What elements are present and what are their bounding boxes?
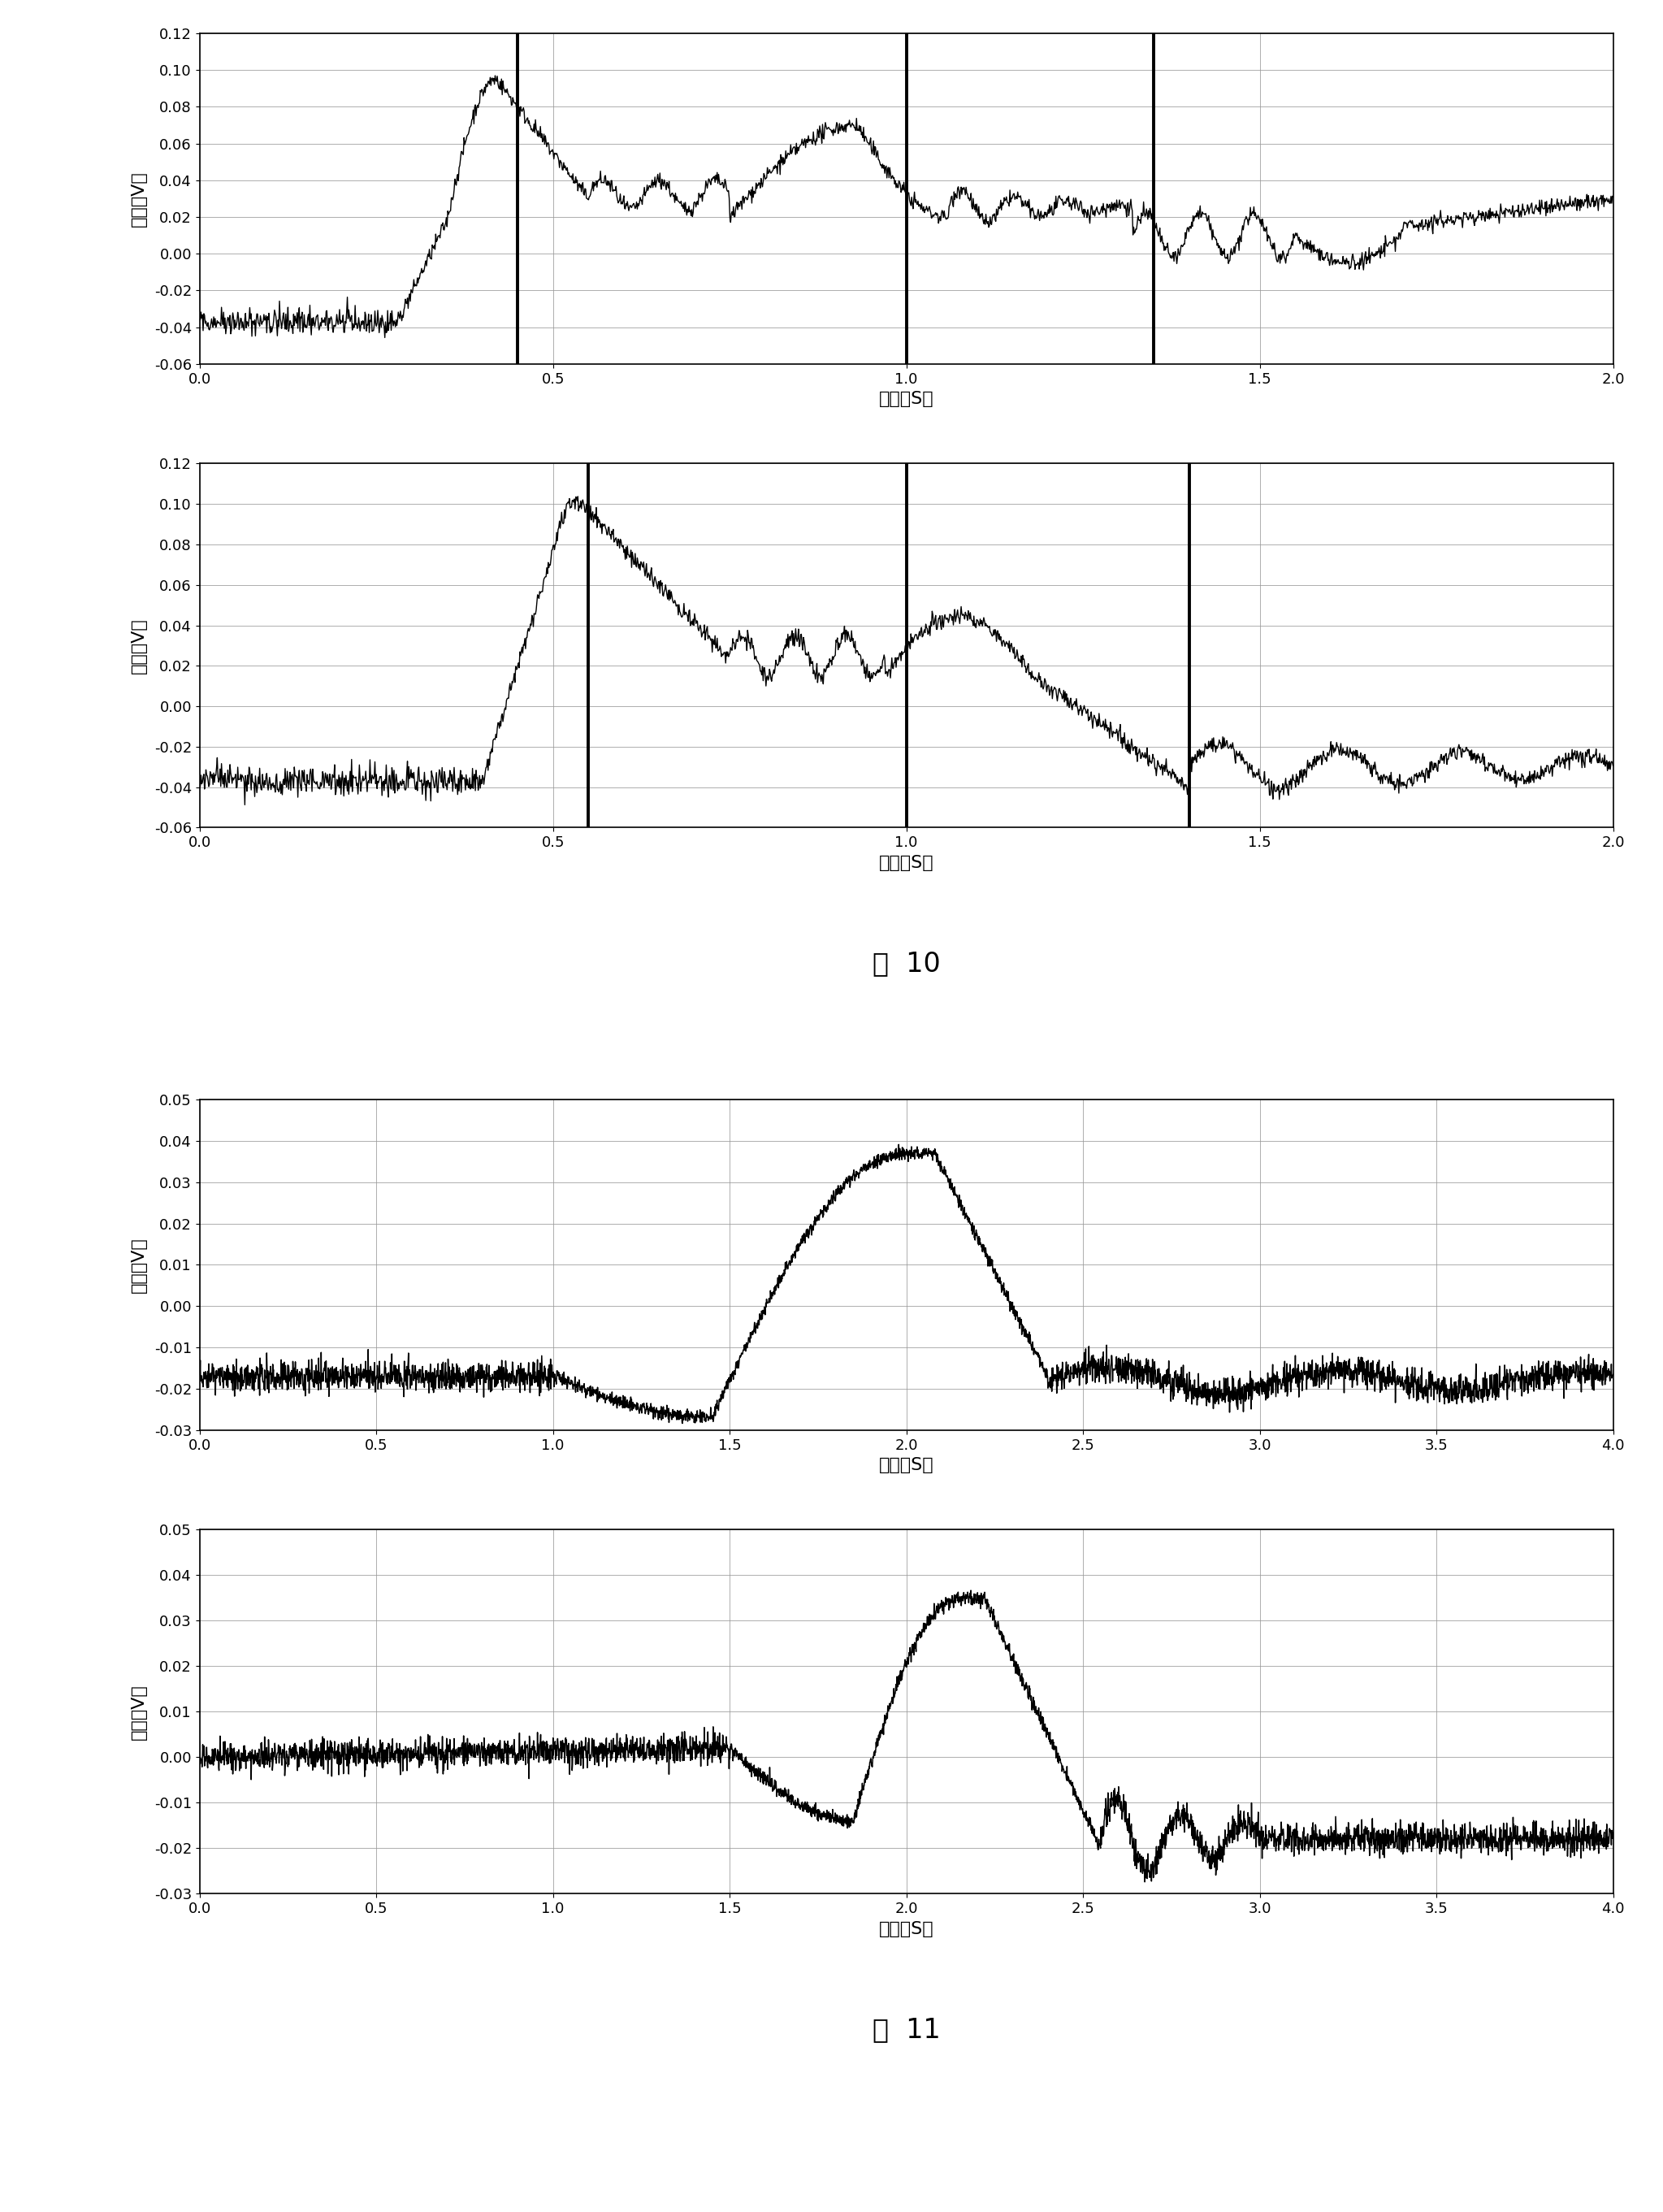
Y-axis label: 电压（V）: 电压（V）: [131, 1683, 148, 1739]
X-axis label: 时间（S）: 时间（S）: [878, 854, 935, 872]
X-axis label: 时间（S）: 时间（S）: [878, 1458, 935, 1473]
Y-axis label: 电压（V）: 电压（V）: [131, 617, 148, 672]
Text: 图  11: 图 11: [873, 2017, 940, 2044]
X-axis label: 时间（S）: 时间（S）: [878, 392, 935, 407]
X-axis label: 时间（S）: 时间（S）: [878, 1920, 935, 1938]
Y-axis label: 电压（V）: 电压（V）: [131, 170, 148, 226]
Y-axis label: 电压（V）: 电压（V）: [131, 1237, 148, 1292]
Text: 图  10: 图 10: [873, 949, 940, 978]
